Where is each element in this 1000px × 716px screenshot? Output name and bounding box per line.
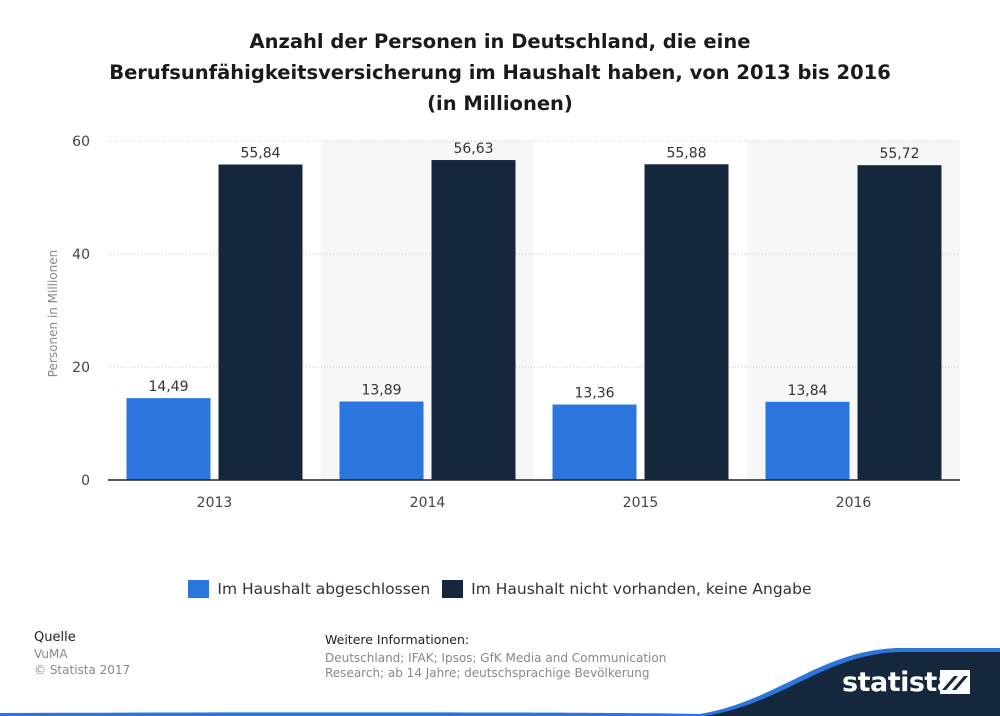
data-label: 56,63 [453, 141, 493, 157]
title-line-2: Berufsunfähigkeitsversicherung im Hausha… [109, 61, 891, 84]
data-label: 55,88 [666, 145, 706, 161]
statista-logo-icon[interactable] [940, 670, 970, 694]
info-heading: Weitere Informationen: [325, 632, 470, 647]
legend-label-abgeschlossen: Im Haushalt abgeschlossen [217, 580, 431, 598]
data-label: 55,72 [879, 146, 919, 162]
legend-label-nicht-vorhanden: Im Haushalt nicht vorhanden, keine Angab… [471, 580, 812, 598]
y-tick-label: 40 [72, 247, 90, 263]
source-block: Quelle VuMA © Statista 2017 [34, 630, 130, 678]
y-tick-label: 0 [81, 473, 90, 489]
legend: Im Haushalt abgeschlossen Im Haushalt ni… [0, 580, 1000, 598]
bar [339, 401, 424, 480]
bar-chart: 0 20 40 60 Personen in Millionen 14,49 55,84 20… [46, 134, 960, 511]
bar [126, 398, 211, 480]
title-line-3: (in Millionen) [427, 92, 573, 115]
bar [765, 401, 850, 480]
bar [552, 404, 637, 480]
source-name[interactable]: VuMA [34, 647, 68, 661]
chart-title: Anzahl der Personen in Deutschland, die … [40, 26, 960, 119]
x-tick-label: 2016 [836, 495, 872, 511]
y-axis-title: Personen in Millionen [46, 250, 60, 378]
data-label: 13,84 [787, 383, 827, 399]
x-tick-label: 2015 [623, 495, 659, 511]
data-label: 14,49 [148, 379, 188, 395]
bar [218, 164, 303, 480]
title-line-1: Anzahl der Personen in Deutschland, die … [249, 30, 751, 53]
statista-logo-text[interactable]: statista [842, 667, 955, 698]
copyright: © Statista 2017 [34, 663, 131, 677]
legend-item-nicht-vorhanden[interactable]: Im Haushalt nicht vorhanden, keine Angab… [442, 580, 812, 598]
data-label: 13,36 [574, 386, 614, 402]
info-line-1: Deutschland; IFAK; Ipsos; GfK Media and … [325, 651, 667, 665]
info-line-2: Research; ab 14 Jahre; deutschsprachige … [325, 666, 650, 680]
bar [857, 165, 942, 480]
bar [644, 164, 729, 480]
x-tick-label: 2013 [197, 495, 233, 511]
legend-swatch-nicht-vorhanden [442, 580, 464, 598]
legend-swatch-abgeschlossen [188, 580, 210, 598]
y-tick-label: 20 [72, 360, 90, 376]
y-tick-label: 60 [72, 134, 90, 150]
info-block: Weitere Informationen: Deutschland; IFAK… [325, 632, 685, 681]
data-label: 13,89 [361, 383, 401, 399]
legend-item-abgeschlossen[interactable]: Im Haushalt abgeschlossen [188, 580, 430, 598]
x-tick-label: 2014 [410, 495, 446, 511]
source-heading: Quelle [34, 630, 76, 645]
bar [431, 160, 516, 480]
data-label: 55,84 [240, 146, 280, 162]
